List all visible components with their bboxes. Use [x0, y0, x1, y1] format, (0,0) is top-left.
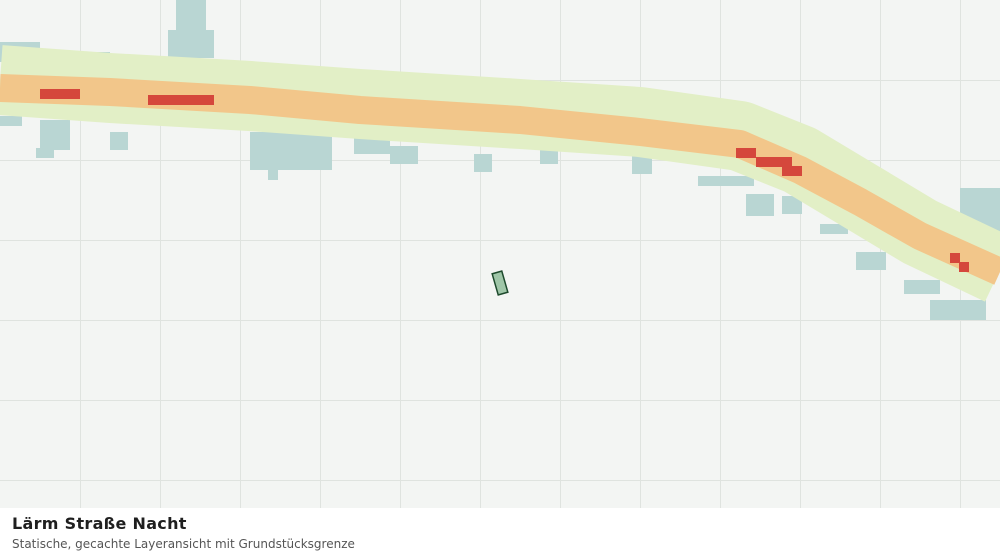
noise-hotspot	[736, 148, 756, 158]
noise-patch	[250, 132, 332, 170]
map-view	[0, 0, 1000, 508]
noise-patch	[40, 120, 70, 150]
noise-patch	[632, 156, 652, 174]
noise-patch	[110, 132, 128, 150]
noise-patch	[820, 224, 848, 234]
noise-patch	[168, 30, 214, 58]
noise-patch	[474, 154, 492, 172]
noise-patch	[930, 300, 986, 320]
noise-patch	[782, 196, 802, 214]
very-high-noise	[40, 89, 969, 272]
noise-hotspot	[782, 166, 802, 176]
noise-patch	[698, 176, 754, 186]
map-subtitle: Statische, gecachte Layeransicht mit Gru…	[12, 537, 355, 551]
noise-hotspot	[40, 89, 80, 99]
noise-hotspot	[959, 262, 969, 272]
noise-patch	[268, 166, 278, 180]
noise-hotspot	[756, 157, 792, 167]
parcel-boundary	[491, 270, 509, 296]
noise-patch	[904, 280, 940, 294]
noise-patch	[746, 194, 774, 216]
map-title: Lärm Straße Nacht	[12, 514, 187, 533]
noise-hotspot	[148, 95, 214, 105]
noise-patch	[0, 116, 22, 126]
noise-patch	[856, 252, 886, 270]
noise-patch	[36, 148, 54, 158]
caption: Lärm Straße Nacht Statische, gecachte La…	[0, 508, 1000, 560]
noise-hotspot	[950, 253, 960, 263]
noise-patch	[390, 146, 418, 164]
